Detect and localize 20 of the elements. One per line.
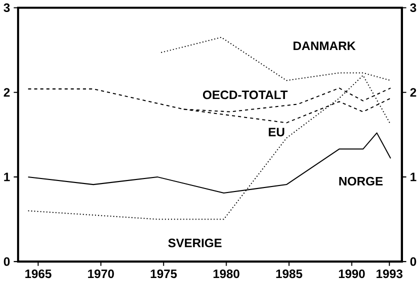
y-tick-label: 3 (4, 4, 10, 12)
y-tick-label: 2 (4, 88, 10, 97)
series-label: DANMARK (294, 42, 356, 50)
y-tick-label: 0 (4, 257, 10, 266)
x-tick-label: 1975 (150, 270, 177, 278)
series-label: NORGE (339, 177, 383, 186)
y2-tick-label: 2 (410, 88, 416, 97)
series-label: SVERIGE (168, 238, 222, 248)
x-tick-label: 1980 (214, 270, 240, 278)
x-tick-label: 1985 (276, 270, 302, 278)
series-label: OECD-TOTALT (202, 90, 288, 100)
y-tick-label: 1 (4, 172, 10, 182)
x-tick-label: 1970 (88, 270, 114, 278)
y2-tick-label: 1 (410, 172, 416, 182)
y2-tick-label: 3 (410, 4, 416, 12)
x-tick-label: 1993 (376, 270, 402, 278)
series-label: EU (268, 128, 284, 137)
x-tick-label: 1965 (25, 270, 52, 278)
y2-tick-label: 0 (410, 257, 416, 266)
x-tick-label: 1990 (338, 270, 365, 278)
